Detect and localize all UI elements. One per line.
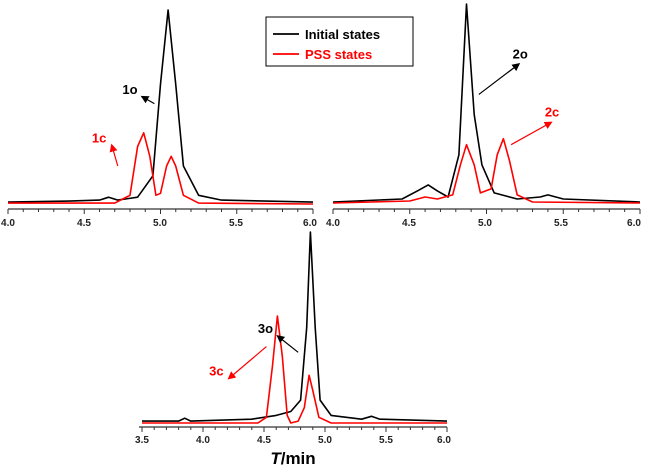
panel-2-x-ticks xyxy=(332,209,641,214)
tick-label: 5.5 xyxy=(229,218,243,229)
tick-label: 4.0 xyxy=(326,218,340,229)
peak-arrow xyxy=(227,346,267,380)
legend-label-pss: PSS states xyxy=(305,47,372,62)
peak-arrow xyxy=(478,63,521,95)
panel-2-tick-labels: 4.0 4.5 5.0 5.5 6.0 xyxy=(326,218,641,229)
tick-label: 3.5 xyxy=(135,435,149,446)
tick-label: 6.0 xyxy=(303,218,317,229)
panel-1-x-ticks xyxy=(7,209,314,214)
tick-label: 5.0 xyxy=(478,218,492,229)
initial-states-line xyxy=(7,9,314,203)
legend-box xyxy=(265,16,414,67)
tick-label: 6.0 xyxy=(627,218,641,229)
peak-label-1c: 1c xyxy=(92,131,106,146)
x-axis-title-unit: /min xyxy=(281,449,316,468)
peak-arrow xyxy=(276,334,299,353)
panel-3-peak-annotations: 3o 3c xyxy=(209,321,299,380)
peak-label-2c: 2c xyxy=(545,105,559,120)
pss-states-line xyxy=(142,315,447,424)
panel-3-x-ticks xyxy=(141,427,448,432)
peak-arrow xyxy=(109,143,119,167)
panel-1: 4.0 4.5 5.0 5.5 6.0 1o 1c xyxy=(1,9,317,229)
legend-label-initial: Initial states xyxy=(305,27,380,42)
initial-states-line xyxy=(332,3,641,203)
tick-label: 6.0 xyxy=(437,435,451,446)
tick-label: 4.5 xyxy=(402,218,416,229)
tick-label: 4.0 xyxy=(196,435,210,446)
panel-1-tick-labels: 4.0 4.5 5.0 5.5 6.0 xyxy=(1,218,317,229)
pss-states-line xyxy=(332,137,641,204)
panel-3: 3.5 4.0 4.5 5.0 5.5 6.0 3o 3c T/min xyxy=(135,231,451,468)
tick-label: 4.0 xyxy=(1,218,15,229)
peak-label-1o: 1o xyxy=(122,82,137,97)
peak-arrow xyxy=(510,121,553,146)
panel-2-peak-annotations: 2o 2c xyxy=(478,46,559,146)
peak-label-3c: 3c xyxy=(209,363,223,378)
tick-label: 5.0 xyxy=(318,435,332,446)
tick-label: 4.5 xyxy=(77,218,91,229)
panel-2: 4.0 4.5 5.0 5.5 6.0 2o 2c xyxy=(326,3,641,229)
tick-label: 5.5 xyxy=(379,435,393,446)
x-axis-title: T/min xyxy=(270,449,315,468)
x-axis-title-symbol: T xyxy=(270,449,282,468)
panel-1-peak-annotations: 1o 1c xyxy=(92,82,155,167)
initial-states-line xyxy=(142,231,448,422)
tick-label: 5.5 xyxy=(554,218,568,229)
peak-label-2o: 2o xyxy=(513,46,528,61)
tick-label: 5.0 xyxy=(153,218,167,229)
panel-3-tick-labels: 3.5 4.0 4.5 5.0 5.5 6.0 xyxy=(135,435,451,446)
peak-arrow xyxy=(140,95,155,105)
legend: Initial states PSS states xyxy=(265,16,414,67)
pss-states-line xyxy=(8,132,314,205)
tick-label: 4.5 xyxy=(257,435,271,446)
peak-label-3o: 3o xyxy=(258,321,273,336)
